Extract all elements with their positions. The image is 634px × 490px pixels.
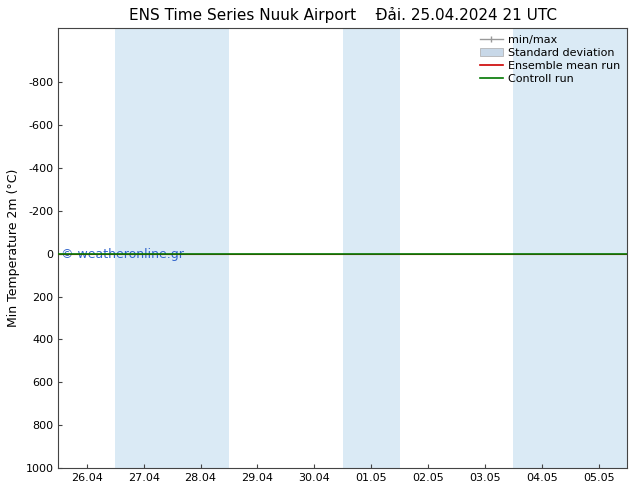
Y-axis label: Min Temperature 2m (°C): Min Temperature 2m (°C) [7, 169, 20, 327]
Legend: min/max, Standard deviation, Ensemble mean run, Controll run: min/max, Standard deviation, Ensemble me… [477, 32, 624, 87]
Bar [514, 28, 570, 468]
Bar [343, 28, 399, 468]
Bar [172, 28, 229, 468]
Bar [115, 28, 172, 468]
Text: © weatheronline.gr: © weatheronline.gr [61, 248, 184, 261]
Title: ENS Time Series Nuuk Airport    Đải. 25.04.2024 21 UTC: ENS Time Series Nuuk Airport Đải. 25.04.… [129, 7, 557, 23]
Bar [570, 28, 627, 468]
